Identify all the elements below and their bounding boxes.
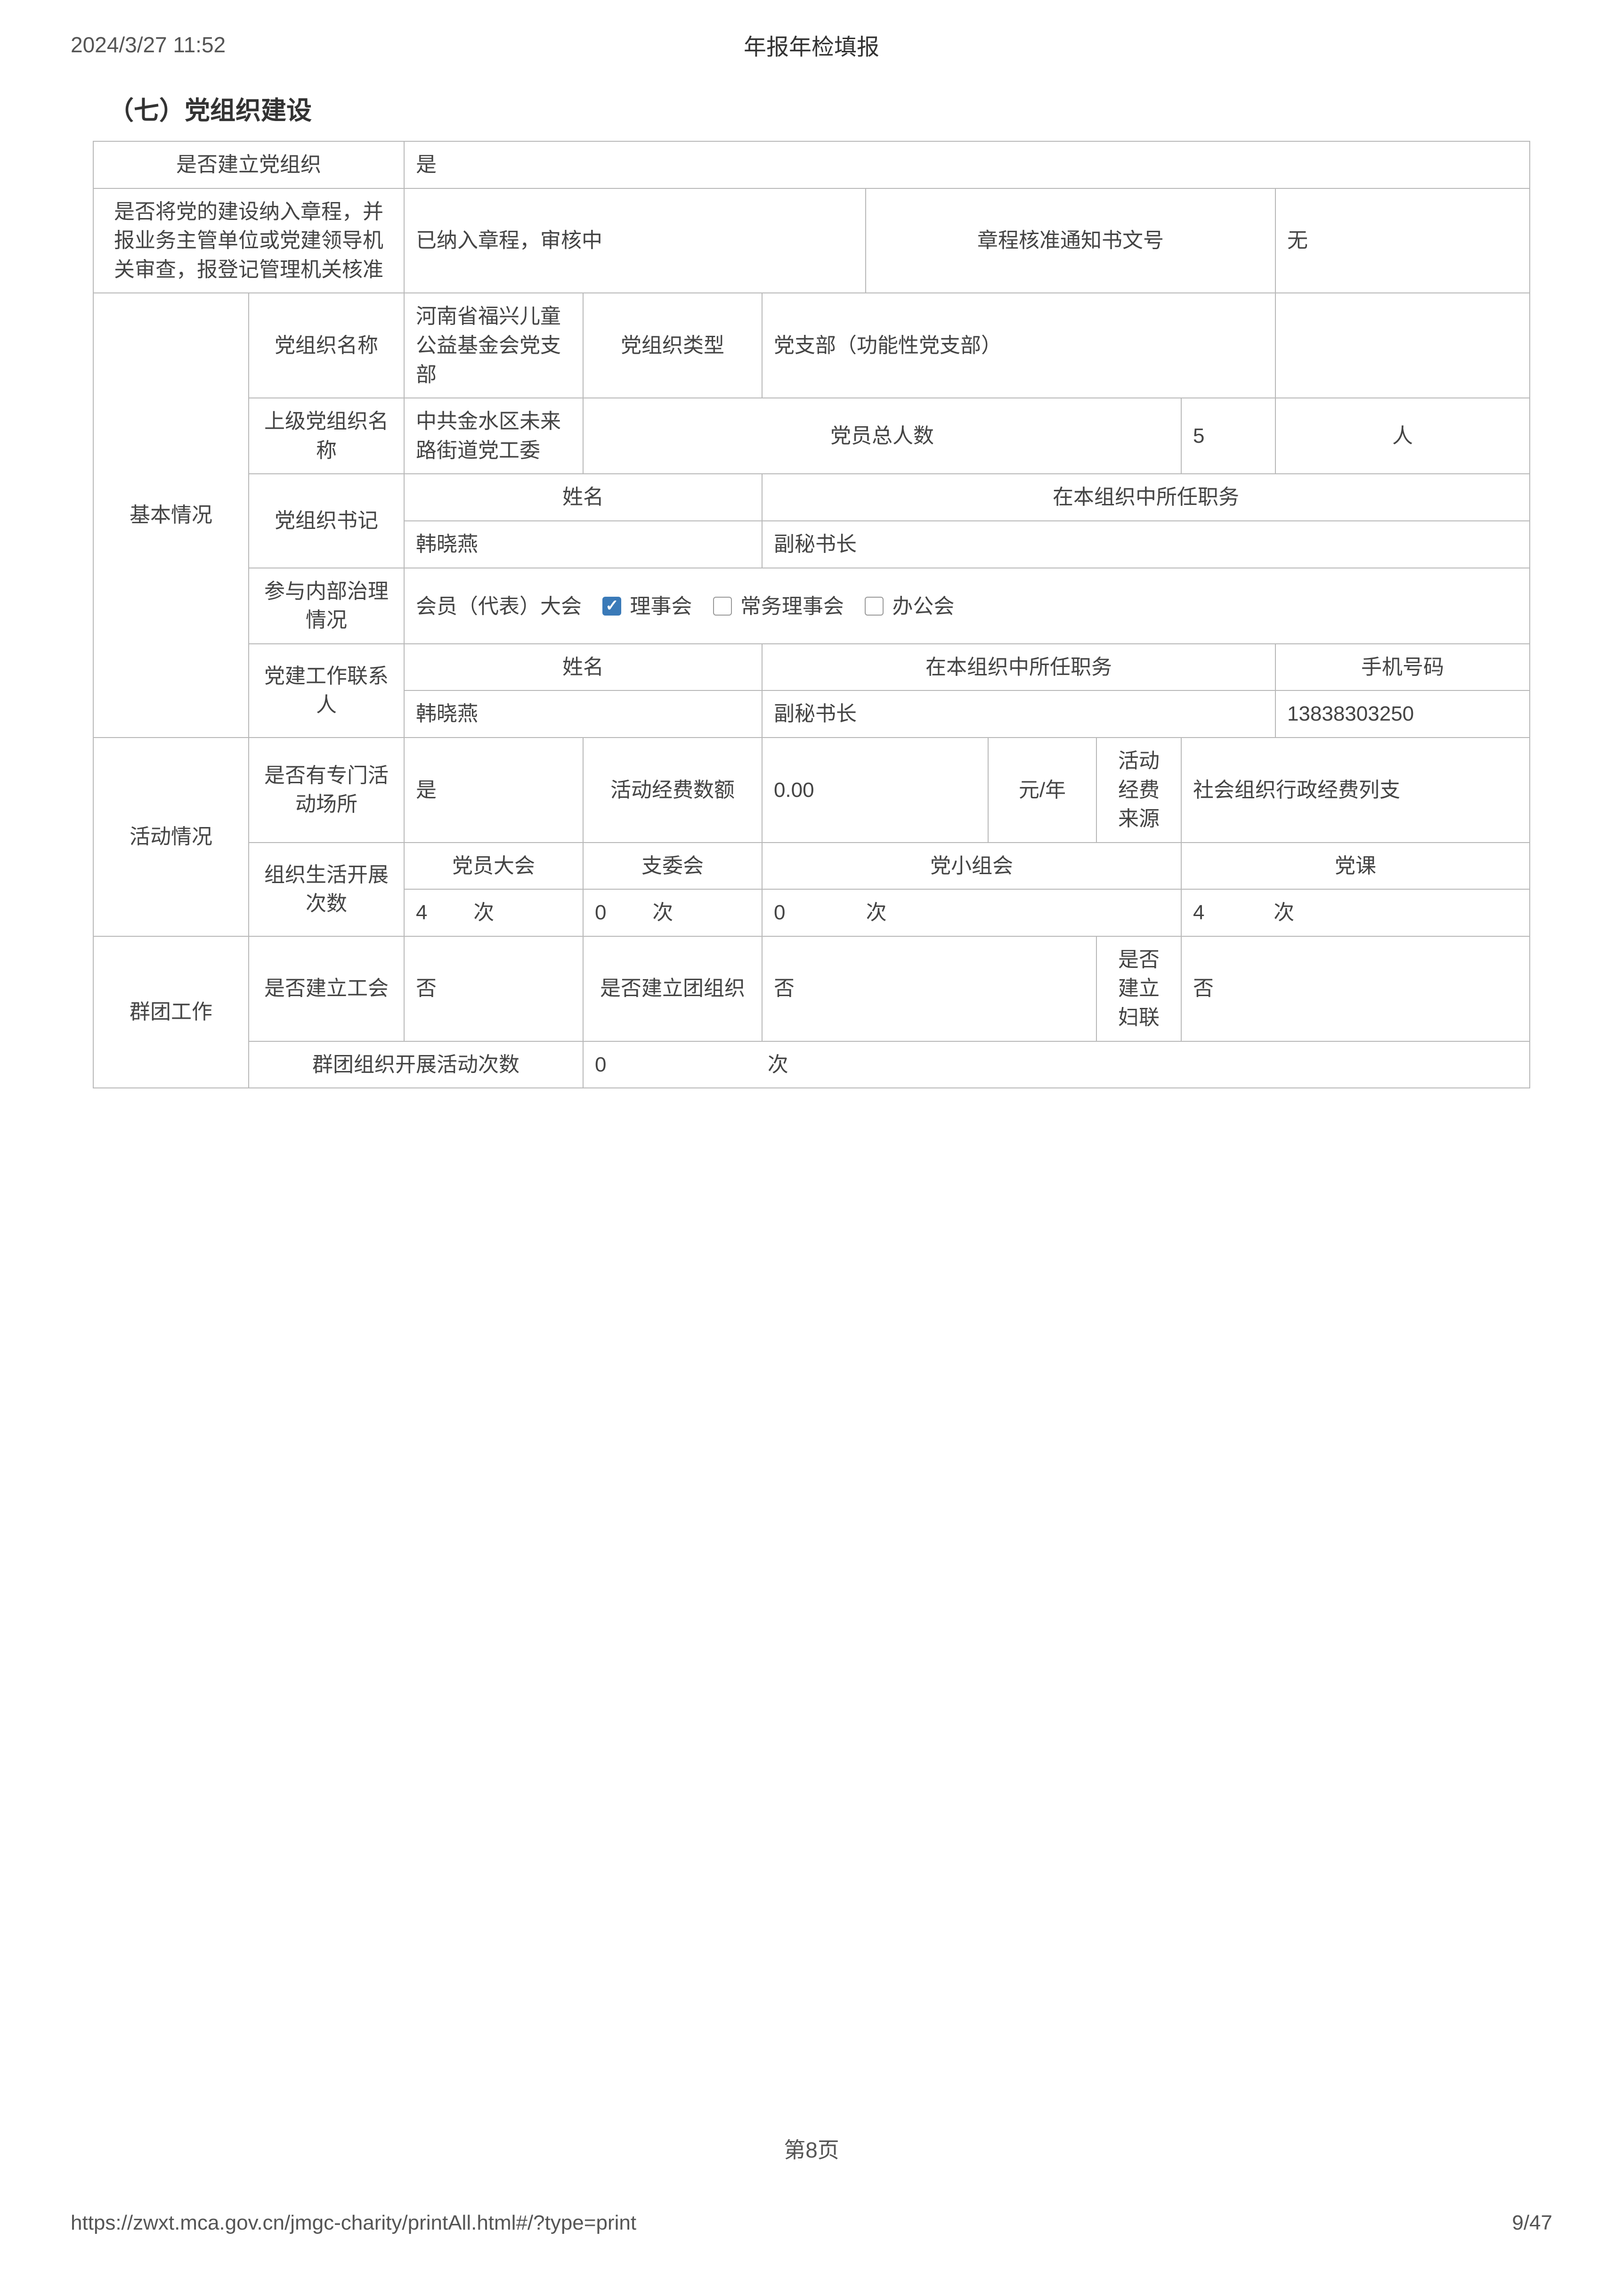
label-superior-org: 上级党组织名称 [249, 398, 404, 474]
value-mass-activity: 0 次 [583, 1041, 1530, 1088]
governance-prefix: 会员（代表）大会 [416, 592, 582, 621]
header-contact-position: 在本组织中所任职务 [762, 644, 1275, 691]
value-member-count: 5 [1181, 398, 1275, 474]
header-name: 姓名 [404, 474, 762, 521]
header-party-class: 党课 [1181, 843, 1530, 890]
label-union: 是否建立工会 [249, 936, 404, 1041]
header-group-meeting: 党小组会 [762, 843, 1181, 890]
value-charter-status: 已纳入章程，审核中 [404, 188, 866, 293]
value-fee: 0.00 [762, 738, 988, 843]
page-number-center: 第8页 [0, 2133, 1623, 2164]
table-row: 参与内部治理情况 会员（代表）大会 理事会 常务理事会 办公会 [93, 568, 1530, 644]
label-secretary: 党组织书记 [249, 474, 404, 568]
label-contact: 党建工作联系人 [249, 644, 404, 738]
label-youth: 是否建立团组织 [583, 936, 762, 1041]
count-4: 4 [1193, 901, 1204, 924]
footer-url: https://zwxt.mca.gov.cn/jmgc-charity/pri… [71, 2211, 636, 2235]
count-1: 4 [416, 901, 427, 924]
value-member-meeting: 4 次 [404, 889, 583, 936]
label-governance: 参与内部治理情况 [249, 568, 404, 644]
table-row: 群团工作 是否建立工会 否 是否建立团组织 否 是否建立妇联 否 [93, 936, 1530, 1041]
label-member-count: 党员总人数 [583, 398, 1181, 474]
count-2: 0 [595, 901, 606, 924]
table-row: 组织生活开展次数 党员大会 支委会 党小组会 党课 [93, 843, 1530, 890]
value-contact-position: 副秘书长 [762, 690, 1275, 738]
value-org-type: 党支部（功能性党支部） [762, 293, 1275, 398]
label-establish-party: 是否建立党组织 [93, 141, 404, 188]
section-title: （七）党组织建设 [71, 80, 1552, 141]
empty-cell [1275, 293, 1530, 398]
label-org-name: 党组织名称 [249, 293, 404, 398]
checkbox-council-label: 理事会 [630, 592, 692, 621]
label-mass-activity: 群团组织开展活动次数 [249, 1041, 583, 1088]
checkbox-standing-icon[interactable] [713, 597, 732, 616]
header-branch-meeting: 支委会 [583, 843, 762, 890]
unit-person: 人 [1275, 398, 1530, 474]
unit-times: 次 [768, 1053, 788, 1076]
group-mass: 群团工作 [93, 936, 249, 1088]
party-org-table: 是否建立党组织 是 是否将党的建设纳入章程，并报业务主管单位或党建领导机关审查，… [93, 141, 1530, 1088]
print-header: 2024/3/27 11:52 年报年检填报 [71, 28, 1552, 61]
header-position: 在本组织中所任职务 [762, 474, 1530, 521]
table-row: 上级党组织名称 中共金水区未来路街道党工委 党员总人数 5 人 [93, 398, 1530, 474]
value-secretary-name: 韩晓燕 [404, 521, 762, 568]
label-venue: 是否有专门活动场所 [249, 738, 404, 843]
print-title: 年报年检填报 [565, 28, 1059, 61]
label-approval-doc: 章程核准通知书文号 [866, 188, 1275, 293]
label-charter: 是否将党的建设纳入章程，并报业务主管单位或党建领导机关审查，报登记管理机关核准 [93, 188, 404, 293]
value-approval-doc: 无 [1275, 188, 1530, 293]
table-row: 是否建立党组织 是 [93, 141, 1530, 188]
value-contact-phone: 13838303250 [1275, 690, 1530, 738]
unit-times: 次 [866, 901, 887, 924]
value-contact-name: 韩晓燕 [404, 690, 762, 738]
checkbox-standing-label: 常务理事会 [740, 592, 844, 621]
value-party-class: 4 次 [1181, 889, 1530, 936]
checkbox-office-label: 办公会 [892, 592, 954, 621]
value-youth: 否 [762, 936, 1096, 1041]
table-row: 群团组织开展活动次数 0 次 [93, 1041, 1530, 1088]
count-3: 0 [774, 901, 785, 924]
table-row: 党建工作联系人 姓名 在本组织中所任职务 手机号码 [93, 644, 1530, 691]
checkbox-council-icon[interactable] [602, 597, 621, 616]
label-org-life: 组织生活开展次数 [249, 843, 404, 936]
value-fee-source: 社会组织行政经费列支 [1181, 738, 1530, 843]
value-women: 否 [1181, 936, 1530, 1041]
table-row: 活动情况 是否有专门活动场所 是 活动经费数额 0.00 元/年 活动经费来源 … [93, 738, 1530, 843]
label-women: 是否建立妇联 [1096, 936, 1181, 1041]
unit-times: 次 [1274, 901, 1294, 924]
value-union: 否 [404, 936, 583, 1041]
label-fee: 活动经费数额 [583, 738, 762, 843]
value-org-name: 河南省福兴儿童公益基金会党支部 [404, 293, 583, 398]
group-basic-info: 基本情况 [93, 293, 249, 738]
label-org-type: 党组织类型 [583, 293, 762, 398]
group-activity: 活动情况 [93, 738, 249, 936]
table-row: 是否将党的建设纳入章程，并报业务主管单位或党建领导机关审查，报登记管理机关核准 … [93, 188, 1530, 293]
table-row: 党组织书记 姓名 在本组织中所任职务 [93, 474, 1530, 521]
header-member-meeting: 党员大会 [404, 843, 583, 890]
value-establish-party: 是 [404, 141, 1530, 188]
value-secretary-position: 副秘书长 [762, 521, 1530, 568]
unit-times: 次 [473, 901, 494, 924]
table-row: 基本情况 党组织名称 河南省福兴儿童公益基金会党支部 党组织类型 党支部（功能性… [93, 293, 1530, 398]
value-superior-org: 中共金水区未来路街道党工委 [404, 398, 583, 474]
label-fee-source: 活动经费来源 [1096, 738, 1181, 843]
value-venue: 是 [404, 738, 583, 843]
fee-unit: 元/年 [988, 738, 1096, 843]
checkbox-office-icon[interactable] [865, 597, 884, 616]
fee-amount: 0.00 [774, 779, 814, 802]
unit-times: 次 [652, 901, 673, 924]
footer-page-count: 9/47 [1512, 2211, 1552, 2235]
print-date: 2024/3/27 11:52 [71, 32, 565, 57]
value-branch-meeting: 0 次 [583, 889, 762, 936]
value-governance: 会员（代表）大会 理事会 常务理事会 办公会 [404, 568, 1530, 644]
header-contact-name: 姓名 [404, 644, 762, 691]
header-contact-phone: 手机号码 [1275, 644, 1530, 691]
mass-count: 0 [595, 1053, 606, 1076]
value-group-meeting: 0 次 [762, 889, 1181, 936]
